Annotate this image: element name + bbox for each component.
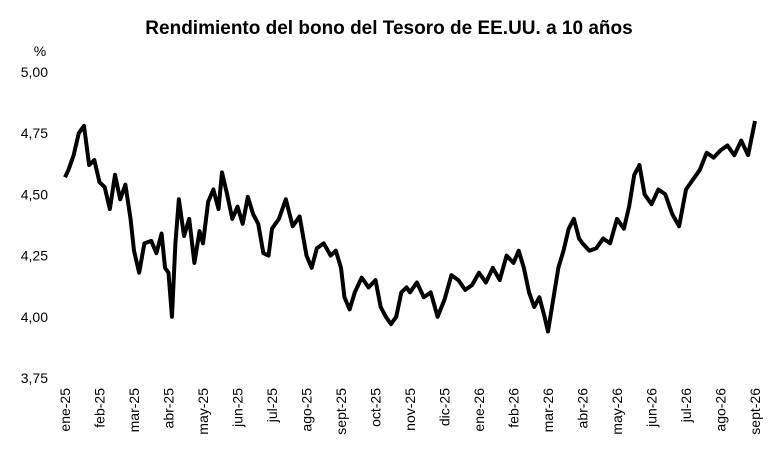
line-series <box>63 120 757 334</box>
y-tick-label: 4,00 <box>21 309 48 325</box>
x-tick-label: mar-25 <box>126 388 142 433</box>
x-tick-label: abr-26 <box>575 388 591 429</box>
x-tick-label: jun-26 <box>644 388 660 428</box>
chart-title: Rendimiento del bono del Tesoro de EE.UU… <box>145 18 632 39</box>
x-tick-label: jul-26 <box>678 388 694 423</box>
y-tick-label: 4,50 <box>21 186 48 202</box>
x-tick-label: may-26 <box>609 388 625 435</box>
y-tick-label: 4,25 <box>21 248 48 264</box>
y-tick-label: 3,75 <box>21 370 48 386</box>
x-tick-label: nov-25 <box>402 388 418 431</box>
x-tick-label: oct-25 <box>368 388 384 427</box>
x-tick-label: feb-26 <box>506 388 522 428</box>
x-tick-label: abr-25 <box>161 388 177 429</box>
x-tick-label: dic-25 <box>437 388 453 426</box>
x-tick-label: feb-25 <box>92 388 108 428</box>
x-tick-label: ene-26 <box>471 388 487 432</box>
x-tick-label: ago-25 <box>299 388 315 432</box>
x-tick-label: jun-25 <box>230 388 246 428</box>
x-tick-label: jul-25 <box>264 388 280 423</box>
x-tick-label: sept-25 <box>333 388 349 435</box>
y-tick-label: 5,00 <box>21 64 48 80</box>
x-tick-label: ago-26 <box>713 388 729 432</box>
x-tick-label: mar-26 <box>540 388 556 433</box>
x-tick-label: ene-25 <box>57 388 73 432</box>
y-tick-label: 4,75 <box>21 125 48 141</box>
x-tick-label: sept-26 <box>747 388 763 435</box>
y-unit: % <box>34 43 46 59</box>
x-tick-label: may-25 <box>195 388 211 435</box>
